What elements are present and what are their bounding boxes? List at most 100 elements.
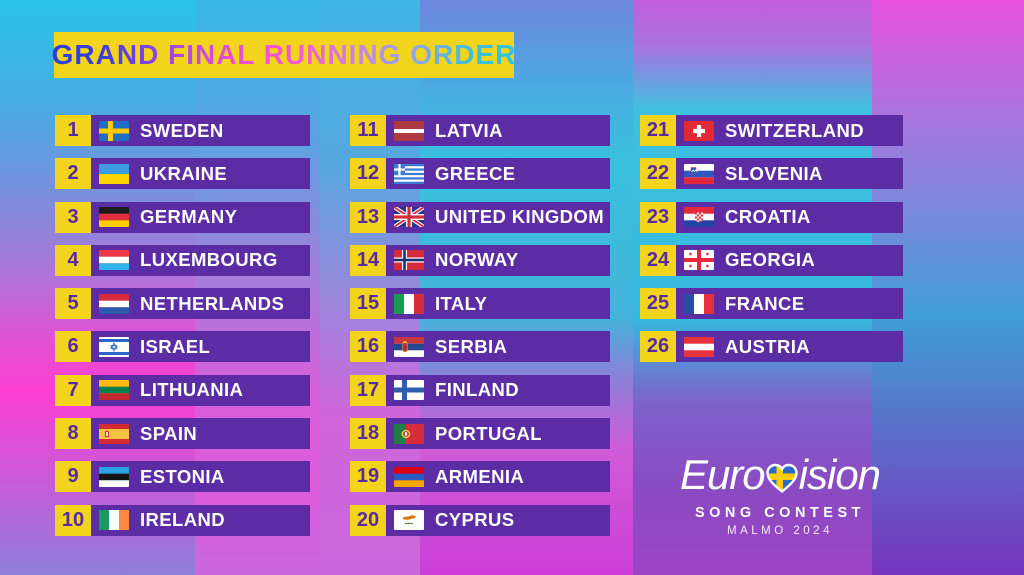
- running-order-row: 21 SWITZERLAND: [640, 115, 903, 146]
- position-number: 13: [350, 201, 386, 233]
- country-bar: GEORGIA: [676, 244, 903, 276]
- position-number: 26: [640, 331, 676, 363]
- running-order-row: 12 GREECE: [350, 158, 610, 190]
- running-order-row: 15 ITALY: [350, 288, 610, 320]
- country-label: SPAIN: [140, 422, 198, 444]
- position-number: 17: [350, 374, 386, 406]
- country-label: SERBIA: [435, 335, 508, 357]
- country-bar: ESTONIA: [91, 461, 310, 493]
- position-number: 20: [350, 504, 386, 536]
- flag-icon-latvia: [394, 120, 424, 141]
- country-label: ARMENIA: [435, 465, 525, 487]
- eurovision-wordmark: Euro ision: [655, 452, 905, 504]
- running-order-row: 26 AUSTRIA: [640, 331, 903, 363]
- position-number: 7: [55, 374, 91, 406]
- country-label: ITALY: [435, 292, 488, 314]
- running-order-row: 17 FINLAND: [350, 374, 610, 406]
- running-order-column-3: 21 SWITZERLAND 22 SLOVENIA 23 CROATIA 24 GEORGI…: [640, 115, 903, 375]
- running-order-row: 1 SWEDEN: [55, 115, 310, 146]
- host-city-year-label: MALMÖ 2024: [727, 525, 833, 537]
- running-order-row: 6 ISRAEL: [55, 331, 310, 363]
- wordmark-post: ision: [798, 451, 881, 498]
- country-bar: SWITZERLAND: [676, 115, 903, 146]
- running-order-row: 16 SERBIA: [350, 331, 610, 363]
- country-label: UKRAINE: [140, 162, 228, 184]
- running-order-row: 9 ESTONIA: [55, 461, 310, 493]
- flag-icon-ukraine: [99, 163, 129, 184]
- running-order-row: 7 LITHUANIA: [55, 374, 310, 406]
- country-label: FINLAND: [435, 379, 519, 401]
- flag-icon-spain: [99, 423, 129, 444]
- position-number: 5: [55, 288, 91, 320]
- running-order-row: 2 UKRAINE: [55, 158, 310, 190]
- flag-icon-slovenia: [684, 163, 714, 184]
- position-number: 16: [350, 331, 386, 363]
- country-bar: FINLAND: [386, 374, 610, 406]
- country-label: NORWAY: [435, 249, 519, 271]
- country-bar: SWEDEN: [91, 115, 310, 146]
- flag-icon-netherlands: [99, 293, 129, 314]
- position-number: 8: [55, 418, 91, 450]
- flag-icon-austria: [684, 336, 714, 357]
- country-bar: SPAIN: [91, 418, 310, 450]
- position-number: 3: [55, 201, 91, 233]
- country-bar: ITALY: [386, 288, 610, 320]
- eurovision-logo: Euro ision SONG CONTEST MALMÖ 2024: [655, 452, 905, 538]
- country-label: ISRAEL: [140, 335, 211, 357]
- country-bar: AUSTRIA: [676, 331, 903, 363]
- country-label: GREECE: [435, 162, 516, 184]
- running-order-row: 10 IRELAND: [55, 504, 310, 536]
- country-label: LATVIA: [435, 119, 503, 141]
- running-order-column-2: 11 LATVIA 12 GREECE 13 UNITED KINGDOM 14 NORWAY…: [350, 115, 610, 548]
- running-order-column-1: 1 SWEDEN 2 UKRAINE 3 GERMANY 4 LUXEMBOURG 5 NETHE…: [55, 115, 310, 548]
- country-bar: CROATIA: [676, 201, 903, 233]
- position-number: 11: [350, 115, 386, 146]
- running-order-row: 8 SPAIN: [55, 418, 310, 450]
- flag-icon-luxembourg: [99, 250, 129, 271]
- flag-icon-germany: [99, 207, 129, 228]
- position-number: 24: [640, 244, 676, 276]
- flag-icon-united-kingdom: [394, 207, 424, 228]
- position-number: 25: [640, 288, 676, 320]
- country-label: CYPRUS: [435, 509, 515, 531]
- country-bar: LITHUANIA: [91, 374, 310, 406]
- background-stripe: [633, 0, 872, 575]
- flag-icon-norway: [394, 250, 424, 271]
- song-contest-label: SONG CONTEST: [694, 505, 865, 521]
- country-label: GEORGIA: [725, 249, 816, 271]
- country-bar: GREECE: [386, 158, 610, 190]
- position-number: 6: [55, 331, 91, 363]
- title-banner: GRAND FINAL RUNNING ORDER: [52, 32, 515, 78]
- country-label: SWEDEN: [140, 119, 224, 141]
- country-label: SWITZERLAND: [725, 119, 865, 141]
- flag-icon-cyprus: [394, 510, 424, 531]
- country-bar: UNITED KINGDOM: [386, 201, 610, 233]
- country-bar: SLOVENIA: [676, 158, 903, 190]
- flag-icon-georgia: [684, 250, 714, 271]
- running-order-row: 23 CROATIA: [640, 201, 903, 233]
- flag-icon-greece: [394, 163, 424, 184]
- running-order-row: 19 ARMENIA: [350, 461, 610, 493]
- flag-icon-sweden: [99, 120, 129, 141]
- wordmark-pre: Euro: [679, 451, 766, 498]
- flag-icon-israel: [99, 336, 129, 357]
- running-order-row: 18 PORTUGAL: [350, 418, 610, 450]
- position-number: 9: [55, 461, 91, 493]
- country-label: AUSTRIA: [725, 335, 811, 357]
- country-label: IRELAND: [140, 509, 226, 531]
- country-label: SLOVENIA: [725, 162, 823, 184]
- position-number: 14: [350, 244, 386, 276]
- country-bar: ISRAEL: [91, 331, 310, 363]
- running-order-row: 4 LUXEMBOURG: [55, 244, 310, 276]
- country-bar: PORTUGAL: [386, 418, 610, 450]
- heart-swedish-flag-icon: [764, 458, 800, 504]
- position-number: 12: [350, 158, 386, 190]
- country-label: ESTONIA: [140, 465, 225, 487]
- running-order-row: 14 NORWAY: [350, 244, 610, 276]
- country-bar: FRANCE: [676, 288, 903, 320]
- position-number: 1: [55, 115, 91, 146]
- country-bar: NORWAY: [386, 244, 610, 276]
- flag-icon-france: [684, 293, 714, 314]
- position-number: 10: [55, 504, 91, 536]
- country-bar: NETHERLANDS: [91, 288, 310, 320]
